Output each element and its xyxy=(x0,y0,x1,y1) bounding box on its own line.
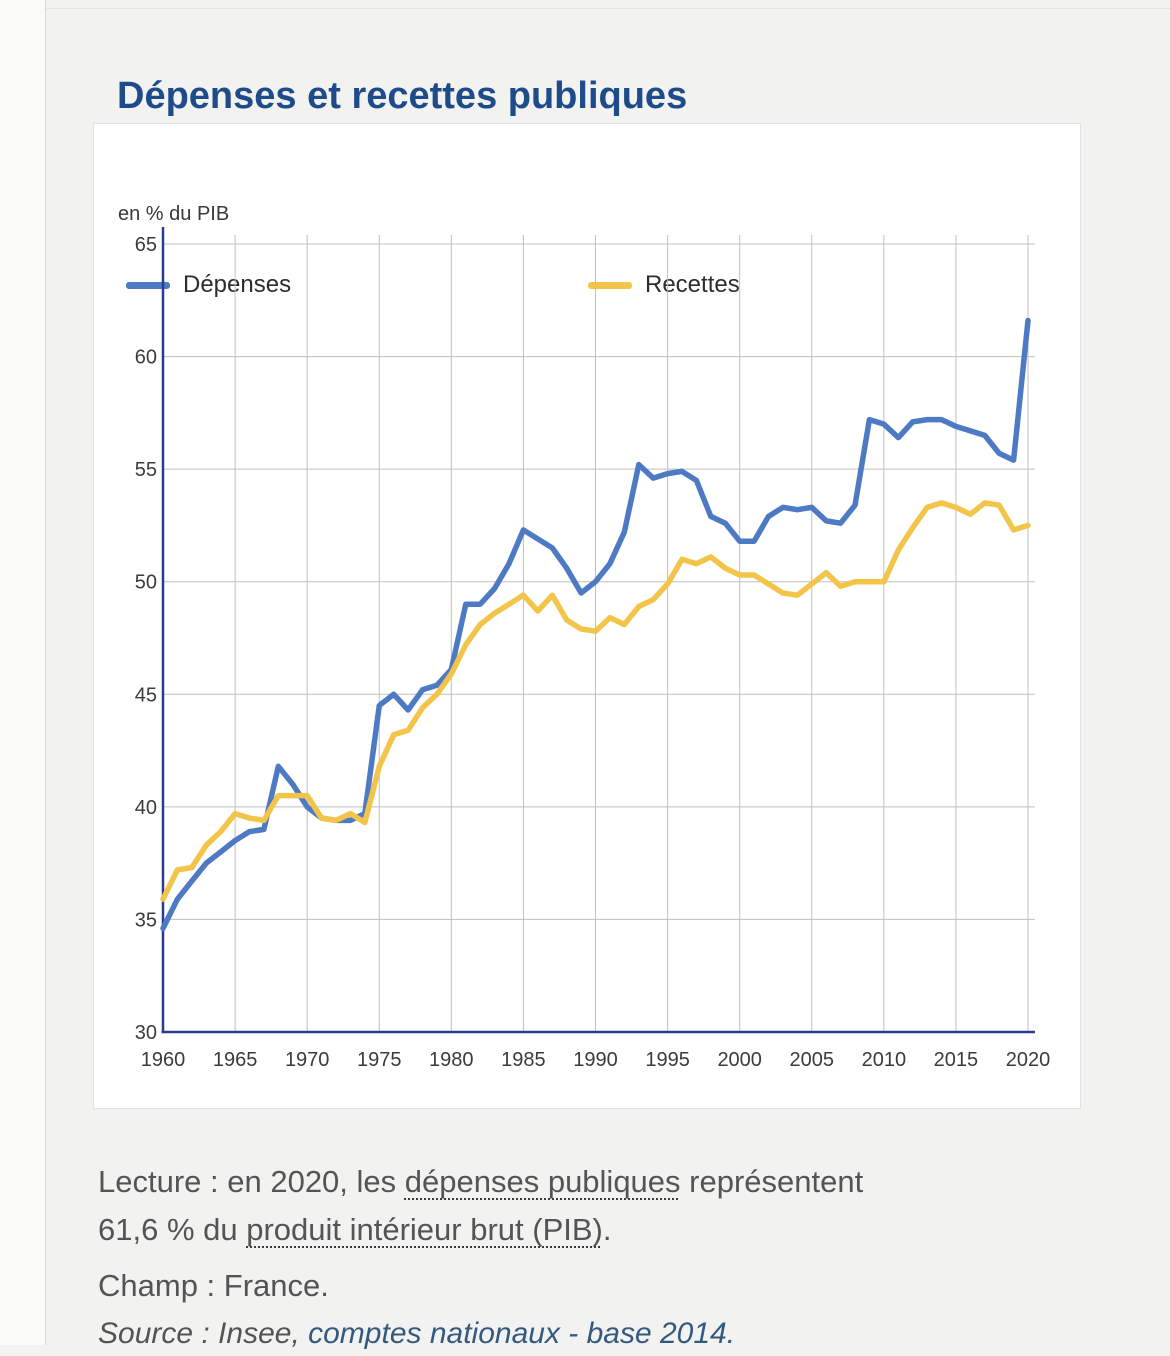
svg-text:30: 30 xyxy=(135,1022,157,1044)
legend-label-depenses: Dépenses xyxy=(183,271,292,298)
top-divider xyxy=(46,8,1170,9)
y-axis-unit-label: en % du PIB xyxy=(118,203,230,225)
svg-text:1990: 1990 xyxy=(573,1049,618,1071)
svg-text:65: 65 xyxy=(135,234,157,256)
glossary-link-depenses-publiques[interactable]: dépenses publiques xyxy=(404,1164,681,1199)
svg-text:2020: 2020 xyxy=(1006,1049,1051,1071)
svg-text:60: 60 xyxy=(135,347,157,369)
lecture-text-1: Lecture : en 2020, les xyxy=(98,1164,405,1199)
svg-text:1980: 1980 xyxy=(429,1049,474,1071)
svg-text:2000: 2000 xyxy=(717,1049,762,1071)
legend-item-depenses: Dépenses xyxy=(126,271,291,299)
page-title: Dépenses et recettes publiques xyxy=(117,75,688,118)
svg-text:2010: 2010 xyxy=(862,1049,907,1071)
source-note: Source : Insee, comptes nationaux - base… xyxy=(98,1312,1088,1356)
source-prefix: Source : Insee, xyxy=(98,1317,309,1350)
champ-note: Champ : France. xyxy=(98,1268,329,1303)
line-chart: 30 35 40 45 50 55 60 65 1960 1965 1970 1975 1980 1985… xyxy=(135,227,1051,1071)
svg-text:55: 55 xyxy=(135,459,157,481)
chart-card: Dépenses Recettes en % du PIB 30 35 40 45 50… xyxy=(93,123,1081,1109)
source-link[interactable]: comptes nationaux - base 2014. xyxy=(308,1317,736,1350)
glossary-link-pib[interactable]: produit intérieur brut (PIB) xyxy=(246,1212,603,1247)
svg-text:40: 40 xyxy=(135,797,157,819)
legend-color-depenses xyxy=(126,281,170,289)
lecture-note: Lecture : en 2020, les dépenses publique… xyxy=(98,1158,1088,1254)
svg-text:1985: 1985 xyxy=(501,1049,546,1071)
svg-text:45: 45 xyxy=(135,684,157,706)
lecture-text-2: représentent xyxy=(680,1164,864,1199)
svg-text:1960: 1960 xyxy=(141,1049,186,1071)
svg-text:1970: 1970 xyxy=(285,1049,330,1071)
svg-text:35: 35 xyxy=(135,909,157,931)
legend-color-recettes xyxy=(588,281,632,289)
svg-text:1975: 1975 xyxy=(357,1049,402,1071)
left-margin-strip xyxy=(0,0,46,1345)
lecture-text-4: . xyxy=(602,1212,612,1247)
svg-text:1965: 1965 xyxy=(213,1049,258,1071)
svg-text:2005: 2005 xyxy=(790,1049,835,1071)
svg-text:2015: 2015 xyxy=(934,1049,979,1071)
legend-label-recettes: Recettes xyxy=(645,271,740,298)
legend-item-recettes: Recettes xyxy=(588,271,740,299)
lecture-text-3: 61,6 % du xyxy=(98,1212,247,1247)
svg-text:50: 50 xyxy=(135,572,157,594)
svg-text:1995: 1995 xyxy=(645,1049,690,1071)
